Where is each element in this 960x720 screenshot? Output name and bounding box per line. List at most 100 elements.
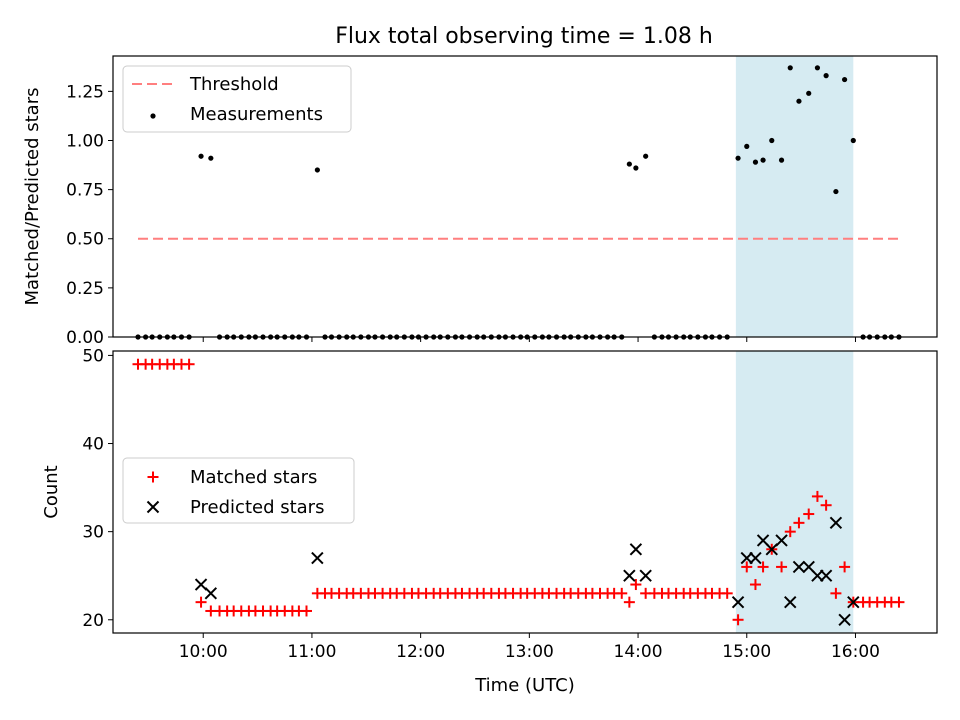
matched-star-point xyxy=(741,561,753,573)
predicted-star-point xyxy=(847,595,860,609)
matched-star-point xyxy=(183,358,195,370)
predicted-star-point xyxy=(792,560,806,574)
measurement-point xyxy=(735,155,741,161)
y-tick-label: 0.00 xyxy=(66,328,104,348)
matched-star-point xyxy=(616,587,628,599)
measurement-point xyxy=(744,143,750,149)
matched-star-point xyxy=(839,561,851,573)
legend-predicted-label: Predicted stars xyxy=(190,497,324,518)
predicted-star-point xyxy=(311,551,324,565)
x-tick-label: 11:00 xyxy=(287,642,336,662)
legend-predicted-swatch xyxy=(146,500,160,514)
y-tick-label: 0.75 xyxy=(66,181,104,201)
top-axes-frame xyxy=(112,55,938,338)
measurement-point xyxy=(787,65,793,71)
x-tick-label: 14:00 xyxy=(614,642,663,662)
matched-star-point xyxy=(195,596,207,608)
matched-star-point xyxy=(793,517,805,529)
bottom-x-ticks: 10:00 11:00 12:00 13:00 14:00 15:00 16:00 xyxy=(179,633,880,662)
predicted-star-point xyxy=(838,613,851,626)
measurement-point xyxy=(633,165,639,171)
top-legend: Threshold Measurements xyxy=(122,65,352,133)
legend-matched-swatch xyxy=(147,471,159,483)
chart-title: Flux total observing time = 1.08 h xyxy=(335,24,713,49)
measurement-point xyxy=(760,157,766,163)
top-y-ticks: 0.00 0.25 0.50 0.75 1.00 1.25 xyxy=(66,82,113,348)
matched-star-point xyxy=(623,596,635,608)
predicted-star-point xyxy=(623,569,636,582)
measurement-point xyxy=(806,90,812,96)
matched-star-point xyxy=(749,579,761,591)
predicted-star-point xyxy=(765,543,778,556)
matched-star-point xyxy=(630,579,642,591)
matched-star-point xyxy=(776,561,788,573)
measurement-point xyxy=(643,153,649,159)
predicted-star-point xyxy=(775,534,788,547)
x-tick-label: 10:00 xyxy=(179,642,228,662)
x-tick-label: 15:00 xyxy=(722,642,771,662)
predicted-star-point xyxy=(629,543,643,556)
predicted-star-point xyxy=(784,595,797,609)
bottom-axes-frame xyxy=(112,350,938,634)
x-tick-label: 13:00 xyxy=(505,642,554,662)
matched-star-point xyxy=(811,490,823,502)
legend-box xyxy=(122,65,352,133)
legend-threshold-label: Threshold xyxy=(189,74,279,95)
matched-star-point xyxy=(820,499,832,511)
measurement-point xyxy=(833,188,839,195)
x-axis-label: Time (UTC) xyxy=(474,675,575,696)
top-x-ticks xyxy=(202,337,856,342)
matched-star-point xyxy=(721,587,733,599)
matched-star-point xyxy=(300,605,312,617)
measurement-point xyxy=(778,157,785,163)
y-tick-label: 1.25 xyxy=(66,82,104,102)
y-tick-label: 50 xyxy=(82,346,104,366)
y-tick-label: 30 xyxy=(82,523,104,543)
measurement-point xyxy=(823,73,829,79)
y-tick-label: 20 xyxy=(82,611,104,631)
measurement-point xyxy=(314,167,320,173)
matched-star-point xyxy=(803,508,815,520)
bottom-y-ticks: 20 30 40 50 xyxy=(82,346,113,631)
measurement-point xyxy=(841,76,848,83)
measurement-point xyxy=(769,137,775,144)
y-tick-label: 0.25 xyxy=(66,279,104,299)
matched-star-point xyxy=(757,561,769,573)
matched-star-point xyxy=(784,526,796,538)
predicted-star-point xyxy=(731,595,745,609)
bottom-legend: Matched stars Predicted stars xyxy=(122,457,355,524)
predicted-stars-points xyxy=(194,516,860,626)
top-y-axis-label: Matched/Predicted stars xyxy=(22,88,43,306)
predicted-star-point xyxy=(749,551,762,565)
predicted-star-point xyxy=(819,569,833,582)
top-highlight-span xyxy=(735,56,854,337)
matched-star-point xyxy=(830,587,842,599)
measurement-point xyxy=(850,137,856,144)
y-tick-label: 1.00 xyxy=(66,131,104,151)
predicted-star-point xyxy=(194,578,208,591)
predicted-star-point xyxy=(639,569,652,582)
measurement-point xyxy=(796,98,802,104)
bottom-y-axis-label: Count xyxy=(41,465,62,518)
legend-measurement-label: Measurements xyxy=(190,104,323,125)
top-panel: 0.00 0.25 0.50 0.75 1.00 1.25 Matched/Predict… xyxy=(22,55,938,348)
legend-box xyxy=(122,457,355,524)
matched-stars-points xyxy=(132,358,905,626)
x-tick-label: 16:00 xyxy=(831,642,880,662)
legend-measurement-swatch xyxy=(150,113,156,119)
x-tick-label: 12:00 xyxy=(396,642,445,662)
y-tick-label: 40 xyxy=(82,435,104,455)
measurement-point xyxy=(208,155,214,161)
predicted-star-point xyxy=(829,516,843,530)
legend-matched-label: Matched stars xyxy=(190,467,317,488)
measurement-point xyxy=(626,161,632,167)
measurement-point xyxy=(752,159,759,165)
predicted-star-point xyxy=(204,587,218,600)
measurement-point xyxy=(814,65,821,71)
measurement-point xyxy=(198,153,204,159)
y-tick-label: 0.50 xyxy=(66,230,104,250)
matched-star-point xyxy=(732,614,744,626)
matched-star-point xyxy=(893,596,905,608)
